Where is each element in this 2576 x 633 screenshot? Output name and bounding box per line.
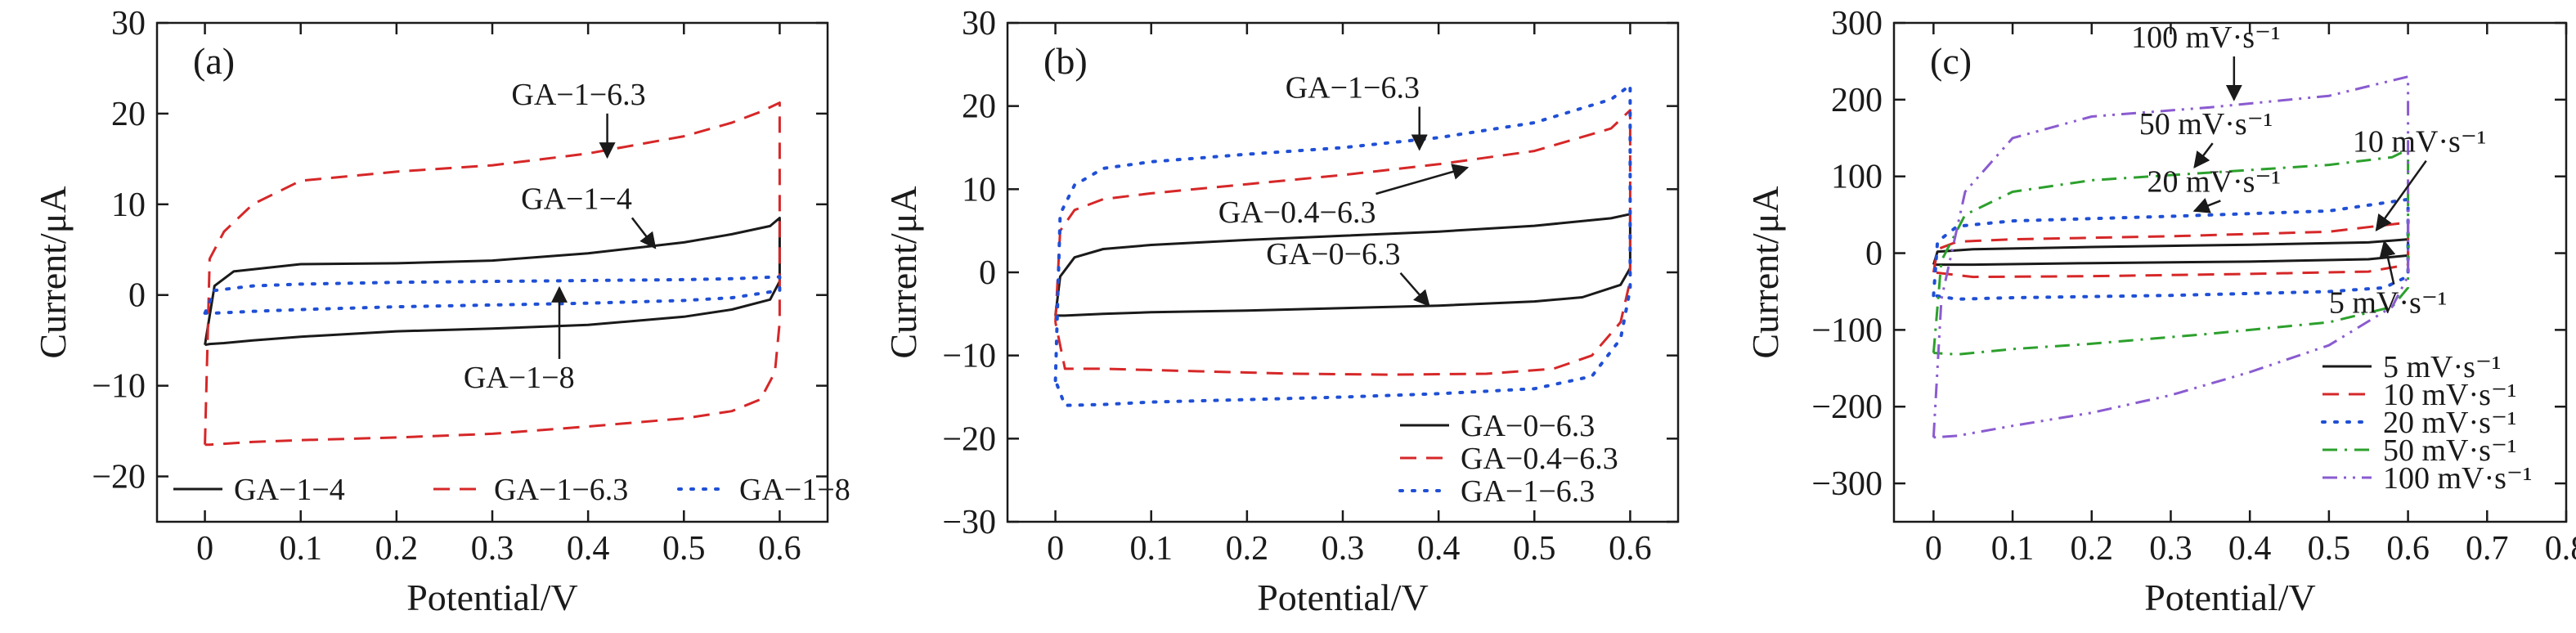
plot-frame: [1892, 21, 2568, 523]
y-tick-label: 20: [962, 88, 996, 126]
legend-label: GA−1−6.3: [1461, 474, 1595, 509]
x-tick-label: 0.1: [1129, 530, 1173, 568]
y-tick-label: 10: [111, 186, 146, 224]
x-tick-label: 0.7: [2466, 530, 2509, 568]
x-axis-title: Potential/V: [2144, 577, 2316, 618]
y-tick-label: −10: [92, 368, 146, 406]
series-line-0: [1932, 238, 2410, 267]
x-tick-label: 0.3: [1322, 530, 1365, 568]
x-tick-label: 0.6: [1609, 530, 1652, 568]
x-tick-label: 0.3: [471, 530, 514, 568]
x-tick-label: 0.5: [1513, 530, 1556, 568]
y-tick-label: 0: [979, 254, 996, 292]
panel-1: 0 0.1 0.2 0.3 0.4 0.5 0.6 −30 −20 −10 0 10 20 30 Poten…: [882, 5, 1680, 618]
x-tick-label: 0.1: [279, 530, 322, 568]
panel-2: 0 0.1 0.2 0.3 0.4 0.5 0.6 0.7 0.8 −300 −200 −100 0 10…: [1744, 5, 2576, 618]
annotation-label: GA−1−6.3: [511, 78, 645, 112]
legend-label: 5 mV·s⁻¹: [2383, 350, 2501, 384]
x-tick-label: 0.4: [567, 530, 610, 568]
y-tick-label: 20: [111, 96, 146, 133]
y-tick-label: 100: [1831, 159, 1883, 196]
y-tick-label: 30: [111, 5, 146, 43]
series-line-2: [1932, 197, 2410, 301]
annotation-arrow: [2193, 142, 2214, 169]
x-tick-label: 0.8: [2545, 530, 2576, 568]
panel-0: 0 0.1 0.2 0.3 0.4 0.5 0.6 −20 −10 0 10 20 30 Potentia…: [32, 5, 850, 618]
legend-label: 100 mV·s⁻¹: [2383, 461, 2532, 496]
legend-label: GA−1−8: [739, 473, 850, 507]
x-tick-label: 0.4: [1417, 530, 1461, 568]
annotation-arrow: [2375, 159, 2427, 232]
legend-label: GA−1−6.3: [494, 473, 628, 507]
annotation-label: 100 mV·s⁻¹: [2131, 20, 2280, 55]
x-tick-label: 0.6: [758, 530, 801, 568]
x-axis-title: Potential/V: [406, 577, 578, 618]
x-tick-label: 0.6: [2386, 530, 2430, 568]
annotation-arrow: [1399, 272, 1430, 308]
annotation-arrow: [2379, 240, 2396, 285]
series-line-0: [204, 217, 781, 347]
legend: GA−0−6.3GA−0.4−6.3GA−1−6.3: [1398, 409, 1618, 509]
x-tick-label: 0.2: [1226, 530, 1269, 568]
panel-label: (b): [1043, 40, 1088, 82]
x-tick-label: 0.3: [2149, 530, 2192, 568]
annotation-arrow: [1376, 164, 1470, 195]
y-tick-label: −20: [92, 459, 146, 496]
y-tick-label: 300: [1831, 5, 1883, 43]
panel-label: (c): [1930, 40, 1972, 82]
x-tick-label: 0.2: [2071, 530, 2114, 568]
y-axis-title: Current/μA: [32, 186, 74, 358]
x-tick-label: 0.1: [1991, 530, 2035, 568]
y-tick-label: 10: [962, 171, 996, 209]
annotation-label: 5 mV·s⁻¹: [2329, 286, 2447, 321]
y-tick-label: −300: [1811, 465, 1883, 503]
y-tick-label: −30: [942, 504, 996, 541]
annotation-label: 50 mV·s⁻¹: [2139, 107, 2273, 141]
annotation-label: GA−0.4−6.3: [1218, 195, 1376, 230]
x-axis-title: Potential/V: [1257, 577, 1429, 618]
series-line-2: [203, 275, 782, 315]
legend-label: GA−1−4: [234, 473, 345, 507]
annotation-arrow: [2192, 198, 2221, 213]
legend-label: 50 mV·s⁻¹: [2383, 433, 2516, 468]
y-axis-title: Current/μA: [1744, 186, 1786, 358]
y-tick-label: 0: [1865, 236, 1883, 273]
plot-frame: [155, 21, 829, 523]
annotation-label: GA−1−6.3: [1286, 71, 1420, 106]
y-tick-label: −100: [1811, 312, 1883, 349]
legend-label: 20 mV·s⁻¹: [2383, 406, 2516, 440]
x-tick-label: 0.5: [2308, 530, 2351, 568]
y-tick-label: 30: [962, 5, 996, 43]
annotation-label: 10 mV·s⁻¹: [2353, 125, 2486, 159]
annotation-label: GA−1−8: [464, 361, 575, 395]
y-tick-label: −200: [1811, 388, 1883, 426]
x-tick-label: 0.4: [2228, 530, 2272, 568]
series-line-1: [1054, 109, 1631, 376]
panel-label: (a): [193, 40, 235, 82]
y-tick-label: −10: [942, 338, 996, 375]
y-tick-label: 200: [1831, 82, 1883, 119]
legend-label: GA−0−6.3: [1461, 409, 1595, 443]
annotation-label: 20 mV·s⁻¹: [2147, 164, 2280, 199]
annotation-label: GA−1−4: [521, 182, 632, 216]
x-tick-label: 0.2: [375, 530, 419, 568]
x-tick-label: 0.5: [662, 530, 706, 568]
x-tick-label: 0: [1047, 530, 1064, 568]
y-tick-label: −20: [942, 420, 996, 458]
legend-label: GA−0.4−6.3: [1461, 442, 1618, 476]
legend: GA−1−4 GA−1−6.3 GA−1−8: [173, 473, 850, 507]
series-line-2: [1053, 83, 1632, 407]
y-tick-label: 0: [128, 277, 146, 315]
annotation-label: GA−0−6.3: [1266, 237, 1400, 272]
series-line-3: [1932, 148, 2410, 356]
y-axis-title: Current/μA: [882, 186, 924, 358]
legend-label: 10 mV·s⁻¹: [2383, 378, 2516, 412]
x-tick-label: 0: [196, 530, 213, 568]
annotation-arrow: [631, 217, 657, 249]
x-tick-label: 0: [1925, 530, 1942, 568]
